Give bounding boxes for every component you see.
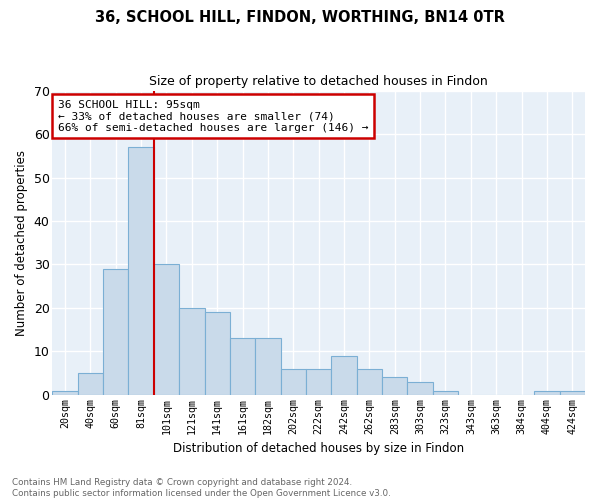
Bar [382, 378, 407, 395]
Bar [255, 338, 281, 395]
Text: 36 SCHOOL HILL: 95sqm
← 33% of detached houses are smaller (74)
66% of semi-deta: 36 SCHOOL HILL: 95sqm ← 33% of detached … [58, 100, 368, 133]
Bar [205, 312, 230, 395]
Bar [534, 390, 560, 395]
Bar [357, 369, 382, 395]
Y-axis label: Number of detached properties: Number of detached properties [15, 150, 28, 336]
Bar [560, 390, 585, 395]
Bar [52, 390, 77, 395]
Bar [433, 390, 458, 395]
Bar [306, 369, 331, 395]
Bar [179, 308, 205, 395]
Text: Contains HM Land Registry data © Crown copyright and database right 2024.
Contai: Contains HM Land Registry data © Crown c… [12, 478, 391, 498]
Bar [103, 269, 128, 395]
Bar [77, 373, 103, 395]
Bar [128, 147, 154, 395]
Title: Size of property relative to detached houses in Findon: Size of property relative to detached ho… [149, 75, 488, 88]
Bar [281, 369, 306, 395]
Bar [331, 356, 357, 395]
X-axis label: Distribution of detached houses by size in Findon: Distribution of detached houses by size … [173, 442, 464, 455]
Text: 36, SCHOOL HILL, FINDON, WORTHING, BN14 0TR: 36, SCHOOL HILL, FINDON, WORTHING, BN14 … [95, 10, 505, 25]
Bar [407, 382, 433, 395]
Bar [154, 264, 179, 395]
Bar [230, 338, 255, 395]
